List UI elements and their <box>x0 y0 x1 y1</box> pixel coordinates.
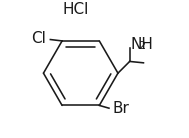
Text: NH: NH <box>130 37 153 52</box>
Text: 2: 2 <box>138 41 145 51</box>
Text: HCl: HCl <box>62 2 88 17</box>
Text: Br: Br <box>112 101 129 116</box>
Text: Cl: Cl <box>31 31 46 46</box>
